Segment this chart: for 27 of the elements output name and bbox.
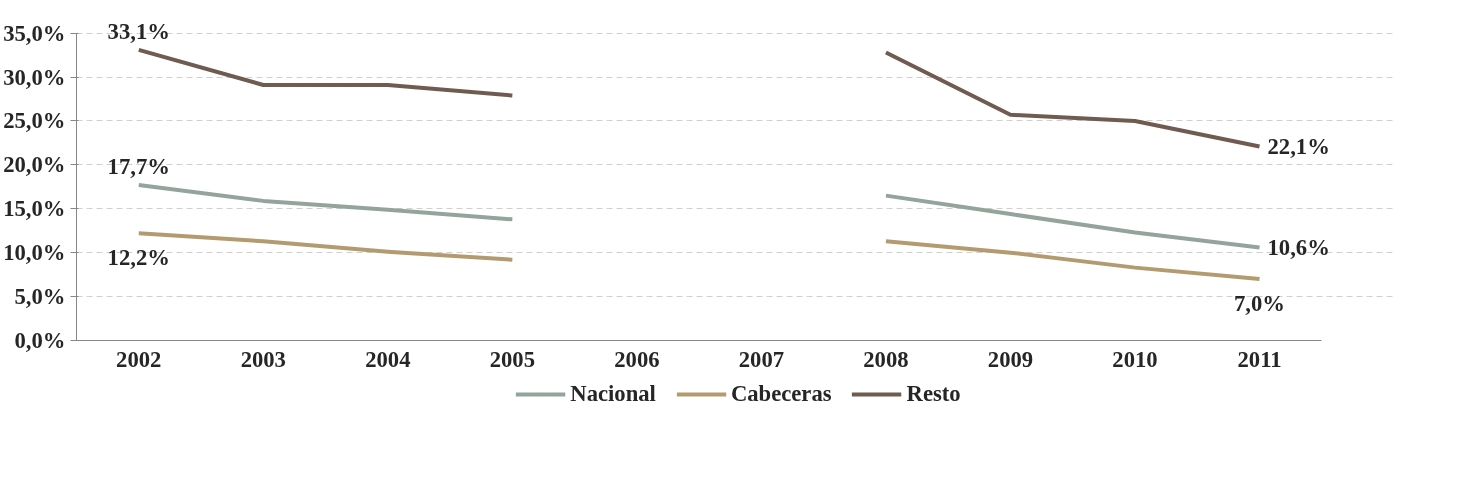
data-label: 17,7% <box>107 154 170 180</box>
x-tick-label: 2009 <box>987 346 1034 372</box>
x-tick-label: 2005 <box>489 346 536 372</box>
y-tick-label: 10,0% <box>3 240 66 266</box>
data-label: 33,1% <box>107 18 170 44</box>
data-label: 10,6% <box>1267 234 1330 260</box>
y-tick-label: 15,0% <box>3 196 66 222</box>
legend-label: Cabeceras <box>730 381 832 407</box>
x-tick-label: 2010 <box>1112 346 1158 372</box>
data-label: 7,0% <box>1234 291 1286 317</box>
data-label: 22,1% <box>1267 133 1330 159</box>
x-tick-label: 2002 <box>116 346 162 372</box>
y-tick-label: 25,0% <box>3 108 66 134</box>
x-tick-label: 2008 <box>863 346 909 372</box>
data-label: 12,2% <box>107 245 170 271</box>
y-tick-label: 0,0% <box>14 328 66 353</box>
x-tick-label: 2007 <box>738 346 785 372</box>
y-tick-label: 20,0% <box>3 152 66 178</box>
legend-label: Nacional <box>570 381 656 407</box>
x-tick-label: 2004 <box>365 346 411 372</box>
legend-label: Resto <box>906 381 961 407</box>
x-tick-label: 2006 <box>614 346 660 372</box>
y-tick-label: 5,0% <box>14 284 66 310</box>
x-tick-label: 2011 <box>1237 346 1282 372</box>
y-tick-label: 35,0% <box>3 20 66 46</box>
y-tick-label: 30,0% <box>3 64 66 90</box>
x-tick-label: 2003 <box>240 346 286 372</box>
